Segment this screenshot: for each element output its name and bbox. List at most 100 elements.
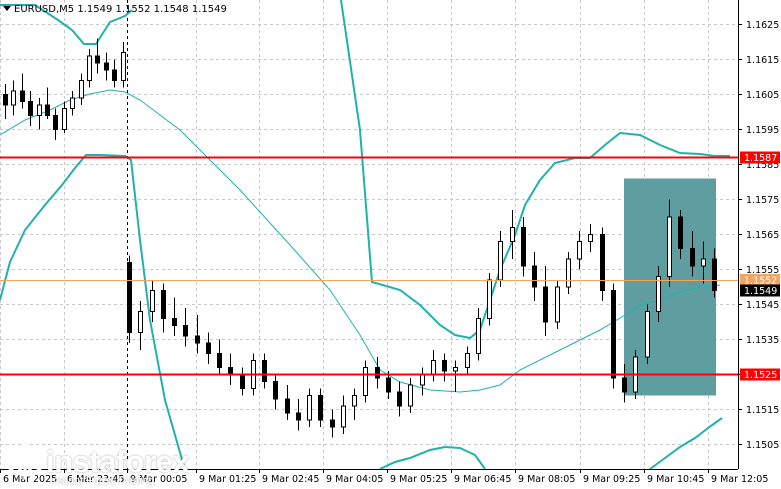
candle-body	[45, 104, 50, 116]
candle-body	[217, 353, 222, 368]
candle	[104, 52, 109, 81]
candle	[330, 409, 335, 438]
candle	[53, 108, 58, 140]
candle-body	[307, 395, 312, 421]
candle	[318, 388, 323, 427]
candle-body	[656, 276, 661, 312]
candle-body	[161, 290, 166, 319]
candle-body	[206, 342, 211, 354]
price-tick-label: 1.1505	[746, 440, 779, 451]
dropdown-triangle-icon[interactable]	[3, 6, 11, 11]
candle	[543, 266, 548, 336]
candle	[465, 346, 470, 375]
candle	[555, 280, 560, 329]
middle-band-late	[624, 284, 721, 317]
price-tick-label: 1.1555	[746, 265, 779, 276]
candle-body	[667, 216, 672, 277]
time-tick-label: 9 Mar 01:25	[199, 474, 256, 485]
candle-body	[20, 90, 25, 102]
candle	[510, 210, 515, 259]
candle	[28, 91, 33, 126]
candle	[577, 231, 582, 270]
candle-body	[543, 286, 548, 323]
candle	[566, 252, 571, 294]
candle-body	[442, 360, 447, 372]
candle	[667, 199, 672, 287]
price-tick-label: 1.1615	[746, 55, 779, 66]
indicator-bands	[0, 0, 730, 471]
candle	[127, 255, 132, 343]
candle-body	[611, 290, 616, 379]
price-tick-label: 1.1565	[746, 230, 779, 241]
candle-body	[11, 90, 16, 106]
candle-body	[240, 374, 245, 389]
candle	[678, 210, 683, 259]
candle	[70, 91, 75, 116]
candle	[656, 266, 661, 322]
price-tick-label: 1.1605	[746, 90, 779, 101]
candle	[11, 80, 16, 116]
candle-body	[195, 335, 200, 344]
candle-body	[172, 318, 177, 326]
candle	[206, 332, 211, 364]
chart-header: EURUSD,M5 1.1549 1.1552 1.1548 1.1549	[3, 4, 227, 15]
time-tick-label: 6 Mar 23:45	[67, 474, 124, 485]
price-tick-label: 1.1535	[746, 335, 779, 346]
candle	[172, 297, 177, 336]
price-level-tag	[740, 284, 780, 297]
candle	[408, 378, 413, 413]
candle-body	[476, 318, 481, 354]
header-timeframe: M5	[59, 4, 75, 15]
candle	[712, 248, 717, 298]
candle-body	[330, 419, 335, 428]
price-tick-label: 1.1585	[746, 160, 779, 171]
candle-body	[555, 286, 560, 323]
candle-body	[37, 104, 42, 116]
candle	[138, 301, 143, 350]
candle	[521, 217, 526, 277]
candle-body	[318, 395, 323, 421]
time-tick-label: 6 Mar 2025	[3, 474, 57, 485]
candle	[273, 374, 278, 410]
price-tick-label: 1.1625	[746, 20, 779, 31]
candle-body	[70, 97, 75, 109]
candle	[87, 49, 92, 88]
price-tick-label: 1.1595	[746, 125, 779, 136]
candle	[112, 59, 117, 88]
candle	[442, 353, 447, 382]
price-tick-label: 1.1515	[746, 405, 779, 416]
candle	[3, 84, 8, 119]
candle-body	[577, 241, 582, 260]
time-tick-label: 9 Mar 02:45	[262, 474, 319, 485]
lower-band-early	[0, 154, 186, 471]
candle-body	[273, 381, 278, 400]
candle	[363, 360, 368, 403]
candle	[701, 241, 706, 284]
price-axis-panel	[738, 0, 781, 489]
time-tick-label: 9 Mar 04:05	[326, 474, 383, 485]
candle-body	[487, 279, 492, 319]
candle	[307, 388, 312, 427]
candle	[183, 308, 188, 347]
price-tick-label: 1.1545	[746, 300, 779, 311]
candle-body	[386, 377, 391, 393]
candle-body	[87, 55, 92, 81]
candle	[588, 224, 593, 252]
candle-body	[121, 52, 126, 81]
lower-band-mid	[379, 445, 486, 470]
candle	[690, 231, 695, 277]
candle	[217, 339, 222, 375]
candle	[386, 371, 391, 399]
candle-body	[465, 353, 470, 368]
candles	[3, 38, 717, 438]
candle-body	[566, 258, 571, 288]
candle-body	[678, 216, 683, 249]
candle-body	[712, 258, 717, 291]
candle	[341, 395, 346, 434]
candle-body	[431, 360, 436, 375]
logo-name: instaforex	[46, 444, 190, 479]
candle-body	[645, 311, 650, 358]
candle-body	[183, 325, 188, 337]
